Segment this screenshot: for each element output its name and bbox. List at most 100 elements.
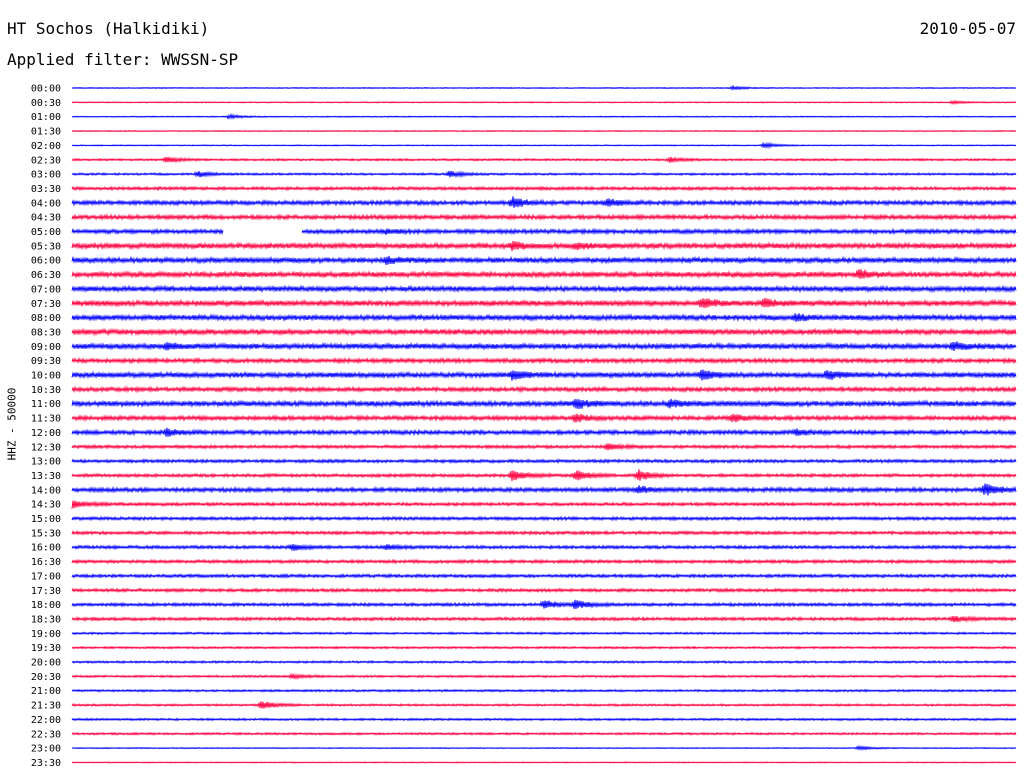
trace-line xyxy=(71,529,1017,536)
row-time-label: 05:00 xyxy=(31,227,61,238)
trace-line xyxy=(71,717,1017,722)
row-time-label: 14:00 xyxy=(31,485,61,496)
row-time-label: 07:30 xyxy=(31,299,61,310)
trace-line xyxy=(71,327,1017,337)
trace-line xyxy=(71,672,1017,681)
trace-line xyxy=(71,356,1017,365)
trace-line xyxy=(71,398,1017,409)
row-time-label: 08:00 xyxy=(31,313,61,324)
row-time-label: 18:00 xyxy=(31,600,61,611)
row-time-label: 21:30 xyxy=(31,701,61,712)
trace-line xyxy=(71,284,1017,294)
trace-line xyxy=(71,587,1017,594)
filter-label: Applied filter: WWSSN-SP xyxy=(7,50,239,69)
row-time-label: 06:30 xyxy=(31,270,61,281)
row-time-label: 22:30 xyxy=(31,729,61,740)
row-time-label: 23:30 xyxy=(31,758,61,769)
trace-line xyxy=(71,170,1017,179)
row-time-label: 22:00 xyxy=(31,715,61,726)
row-time-label: 09:00 xyxy=(31,342,61,353)
trace-line xyxy=(71,255,1017,266)
trace-line xyxy=(71,385,1017,394)
row-time-label: 20:30 xyxy=(31,672,61,683)
trace-line xyxy=(71,744,1017,751)
row-time-label: 04:30 xyxy=(31,213,61,224)
trace-line xyxy=(71,688,1017,693)
row-time-label: 15:30 xyxy=(31,528,61,539)
row-time-label: 17:00 xyxy=(31,571,61,582)
row-time-label: 15:00 xyxy=(31,514,61,525)
trace-line xyxy=(71,645,1017,650)
row-time-label: 11:00 xyxy=(31,399,61,410)
trace-line xyxy=(71,269,1017,280)
trace-line xyxy=(71,543,1017,552)
row-time-label: 19:00 xyxy=(31,629,61,640)
row-time-label: 10:00 xyxy=(31,371,61,382)
row-time-label: 19:30 xyxy=(31,643,61,654)
trace-line xyxy=(71,99,1017,106)
row-time-label: 17:30 xyxy=(31,586,61,597)
row-time-label: 12:00 xyxy=(31,428,61,439)
trace-line xyxy=(71,427,1017,437)
row-time-label: 12:30 xyxy=(31,442,61,453)
trace-line xyxy=(71,341,1017,352)
row-time-label: 23:00 xyxy=(31,744,61,755)
row-time-label: 00:00 xyxy=(31,84,61,95)
trace-line xyxy=(71,185,1017,192)
row-time-label: 16:30 xyxy=(31,557,61,568)
record-date: 2010-05-07 xyxy=(919,19,1016,38)
row-time-label: 11:30 xyxy=(31,414,61,425)
row-time-label: 06:00 xyxy=(31,256,61,267)
row-time-label: 09:30 xyxy=(31,356,61,367)
row-time-label: 14:30 xyxy=(31,500,61,511)
row-time-label: 03:00 xyxy=(31,170,61,181)
trace-line xyxy=(71,213,1017,221)
row-time-label: 08:30 xyxy=(31,327,61,338)
trace-line xyxy=(71,483,1017,496)
trace-line xyxy=(71,599,1017,610)
row-time-label: 20:00 xyxy=(31,658,61,669)
row-time-label: 13:00 xyxy=(31,457,61,468)
trace-line xyxy=(71,129,1017,133)
row-time-label: 07:00 xyxy=(31,284,61,295)
row-time-label: 13:30 xyxy=(31,471,61,482)
trace-line xyxy=(71,701,1017,709)
row-time-label: 21:00 xyxy=(31,686,61,697)
trace-line xyxy=(71,413,1017,423)
row-time-label: 01:00 xyxy=(31,112,61,123)
trace-line xyxy=(71,731,1017,736)
row-time-label: 02:30 xyxy=(31,155,61,166)
trace-line xyxy=(71,442,1017,451)
row-time-label: 04:00 xyxy=(31,198,61,209)
trace-line xyxy=(71,631,1017,636)
row-time-label: 00:30 xyxy=(31,98,61,109)
trace-line xyxy=(71,297,1017,309)
trace-line xyxy=(71,196,1017,208)
trace-line xyxy=(71,558,1017,565)
row-time-label: 03:30 xyxy=(31,184,61,195)
trace-line xyxy=(71,659,1017,665)
trace-line xyxy=(71,313,1017,323)
trace-line xyxy=(71,458,1017,465)
row-time-label: 05:30 xyxy=(31,241,61,252)
trace-line xyxy=(71,156,1017,164)
station-title: HT Sochos (Halkidiki) xyxy=(7,19,210,38)
trace-line xyxy=(71,572,1017,579)
row-time-label: 16:00 xyxy=(31,543,61,554)
trace-line xyxy=(71,369,1017,381)
trace-line xyxy=(71,615,1017,623)
trace-line xyxy=(71,469,1017,482)
trace-line xyxy=(71,227,1017,236)
row-time-label: 02:00 xyxy=(31,141,61,152)
trace-line xyxy=(71,500,1017,509)
trace-line xyxy=(71,112,1017,120)
trace-line xyxy=(71,141,1017,150)
trace-line xyxy=(71,515,1017,522)
row-time-label: 10:30 xyxy=(31,385,61,396)
trace-line xyxy=(71,761,1017,764)
row-time-label: 01:30 xyxy=(31,127,61,138)
trace-line xyxy=(71,240,1017,252)
trace-line xyxy=(71,84,1017,91)
row-time-label: 18:30 xyxy=(31,614,61,625)
